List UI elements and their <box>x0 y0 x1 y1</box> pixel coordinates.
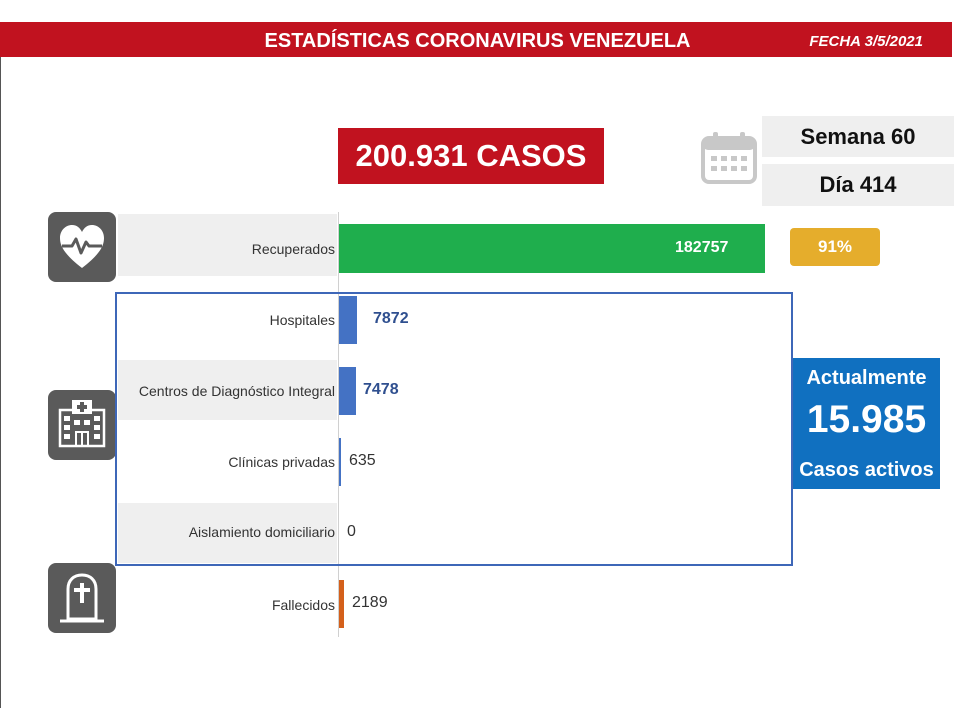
active-cases-title: Actualmente <box>806 367 927 389</box>
active-cases-subtitle: Casos activos <box>799 459 934 481</box>
category-label-aislamiento: Aislamiento domiciliario <box>188 524 335 540</box>
calendar-icon <box>700 130 758 184</box>
row-band-recuperados <box>118 214 337 276</box>
category-label-cdi: Centros de Diagnóstico Integral <box>138 383 335 399</box>
page-title: ESTADÍSTICAS CORONAVIRUS VENEZUELA <box>264 30 691 52</box>
category-label-recuperados: Recuperados <box>251 241 335 257</box>
report-date: FECHA 3/5/2021 <box>809 33 923 50</box>
category-label-hospitales: Hospitales <box>269 312 335 328</box>
heart-pulse-icon <box>48 212 116 282</box>
value-label-cdi: 7478 <box>363 381 399 398</box>
row-band-cdi <box>118 360 337 420</box>
bar-clinicas <box>339 438 341 486</box>
value-label-fallecidos: 2189 <box>352 594 388 611</box>
header-bar <box>0 22 952 57</box>
active-cases-panel: Actualmente 15.985 Casos activos <box>793 358 940 489</box>
bar-cdi <box>339 367 356 415</box>
bar-hospitales <box>339 296 357 344</box>
total-cases-badge: 200.931 CASOS <box>338 128 604 184</box>
hospitalization-group-frame <box>115 292 793 566</box>
active-cases-value: 15.985 <box>806 398 927 441</box>
tombstone-icon <box>48 563 116 633</box>
value-label-hospitales: 7872 <box>373 310 409 327</box>
value-label-clinicas: 635 <box>349 452 376 469</box>
week-counter: Semana 60 <box>762 116 954 157</box>
category-label-clinicas: Clínicas privadas <box>228 454 335 470</box>
row-band-aislamiento <box>118 503 337 563</box>
value-label-recuperados: 182757 <box>675 238 729 256</box>
chart-axis <box>338 212 339 637</box>
bar-fallecidos <box>339 580 344 628</box>
category-label-fallecidos: Fallecidos <box>271 597 335 613</box>
day-counter: Día 414 <box>762 164 954 206</box>
hospital-icon <box>48 390 116 460</box>
page-left-border <box>0 55 1 708</box>
recovered-percent-badge: 91% <box>790 228 880 266</box>
value-label-aislamiento: 0 <box>347 523 356 540</box>
bar-recuperados <box>339 224 765 273</box>
